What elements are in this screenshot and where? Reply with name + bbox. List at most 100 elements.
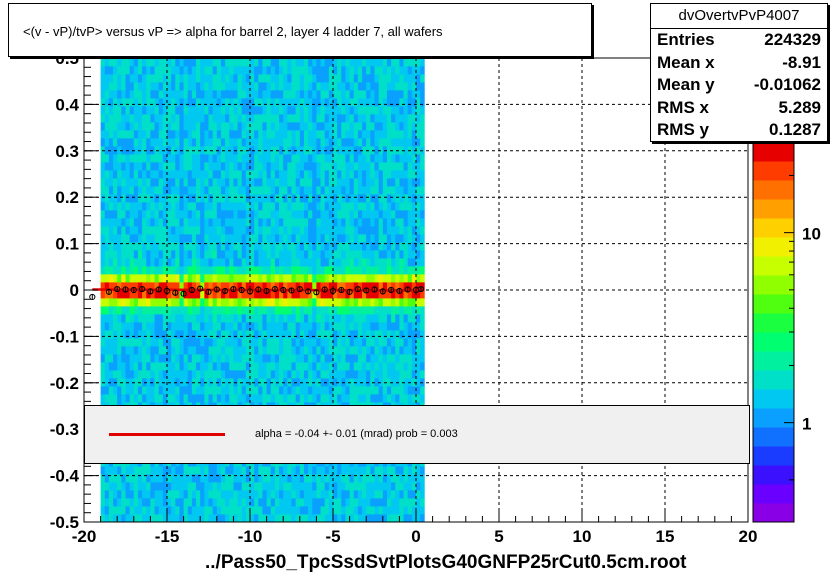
heatmap-cell	[212, 330, 218, 339]
heatmap-cell	[183, 218, 189, 227]
heatmap-cell	[411, 202, 417, 211]
heatmap-cell	[333, 506, 338, 515]
heatmap-cell	[420, 210, 425, 219]
heatmap-cell	[395, 186, 400, 195]
heatmap-cell	[104, 146, 110, 155]
heatmap-cell	[303, 386, 309, 395]
heatmap-cell	[324, 482, 330, 491]
heatmap-cell	[320, 250, 326, 259]
heatmap-cell	[229, 482, 234, 491]
heatmap-cell	[303, 202, 309, 211]
heatmap-cell	[200, 274, 205, 283]
heatmap-cell	[216, 186, 222, 195]
heatmap-cell	[345, 98, 350, 107]
heatmap-cell	[291, 338, 297, 347]
heatmap-cell	[382, 130, 388, 139]
heatmap-cell	[391, 514, 396, 523]
heatmap-cell	[299, 74, 305, 83]
heatmap-cell	[345, 386, 350, 395]
heatmap-cell	[237, 146, 243, 155]
heatmap-cell	[328, 58, 334, 67]
heatmap-cell	[200, 394, 205, 403]
heatmap-cell	[250, 474, 255, 483]
heatmap-cell	[411, 466, 417, 475]
heatmap-cell	[303, 146, 309, 155]
heatmap-cell	[229, 378, 234, 387]
heatmap-cell	[158, 154, 164, 163]
heatmap-cell	[403, 338, 409, 347]
heatmap-cell	[225, 178, 230, 187]
heatmap-cell	[333, 258, 338, 267]
heatmap-cell	[407, 178, 413, 187]
heatmap-cell	[411, 362, 417, 371]
heatmap-cell	[108, 506, 114, 515]
heatmap-cell	[308, 218, 313, 227]
heatmap-cell	[328, 362, 334, 371]
heatmap-cell	[146, 386, 151, 395]
heatmap-cell	[349, 154, 355, 163]
heatmap-cell	[399, 514, 404, 523]
heatmap-cell	[150, 394, 155, 403]
stats-row-rms-y: RMS y 0.1287	[657, 120, 821, 142]
heatmap-cell	[121, 354, 126, 363]
y-tick-label: -0.4	[50, 467, 80, 486]
heatmap-cell	[196, 130, 201, 139]
heatmap-cell	[175, 490, 180, 499]
heatmap-cell	[328, 130, 334, 139]
heatmap-cell	[183, 330, 189, 339]
heatmap-cell	[154, 306, 160, 315]
heatmap-cell	[229, 506, 234, 515]
heatmap-cell	[233, 218, 238, 227]
heatmap-cell	[167, 130, 172, 139]
heatmap-cell	[187, 98, 193, 107]
heatmap-cell	[137, 186, 143, 195]
heatmap-cell	[196, 194, 201, 203]
heatmap-cell	[378, 490, 384, 499]
heatmap-cell	[142, 82, 147, 91]
heatmap-cell	[179, 218, 184, 227]
heatmap-cell	[391, 298, 396, 307]
heatmap-cell	[287, 362, 292, 371]
heatmap-cell	[357, 506, 363, 515]
heatmap-cell	[108, 210, 114, 219]
heatmap-cell	[407, 282, 413, 291]
heatmap-cell	[129, 322, 135, 331]
heatmap-cell	[266, 146, 272, 155]
fit-line-layer	[92, 288, 423, 292]
heatmap-cell	[416, 114, 421, 123]
heatmap-cell	[316, 490, 321, 499]
heatmap-cell	[146, 306, 151, 315]
heatmap-cell	[233, 266, 238, 275]
heatmap-cell	[312, 162, 317, 171]
heatmap-cell	[237, 394, 243, 403]
heatmap-cell	[378, 90, 384, 99]
heatmap-cell	[262, 282, 267, 291]
heatmap-cell	[175, 274, 180, 283]
heatmap-cell	[391, 338, 396, 347]
heatmap-cell	[349, 194, 355, 203]
heatmap-cell	[204, 106, 209, 115]
heatmap-cell	[179, 162, 184, 171]
heatmap-cell	[312, 138, 317, 147]
heatmap-cell	[366, 258, 371, 267]
heatmap-cell	[283, 498, 288, 507]
heatmap-cell	[258, 338, 263, 347]
heatmap-cell	[196, 98, 201, 107]
heatmap-cell	[345, 274, 350, 283]
heatmap-cell	[121, 290, 126, 299]
heatmap-cell	[337, 58, 342, 67]
heatmap-cell	[328, 498, 334, 507]
heatmap-cell	[245, 146, 251, 155]
heatmap-cell	[399, 66, 404, 75]
heatmap-cell	[324, 74, 330, 83]
heatmap-cell	[403, 130, 409, 139]
heatmap-cell	[362, 250, 367, 259]
heatmap-cell	[420, 154, 425, 163]
heatmap-cell	[183, 250, 189, 259]
heatmap-cell	[183, 82, 189, 91]
heatmap-cell	[108, 250, 114, 259]
heatmap-cell	[262, 218, 267, 227]
heatmap-cell	[233, 74, 238, 83]
heatmap-cell	[366, 322, 371, 331]
heatmap-cell	[328, 354, 334, 363]
